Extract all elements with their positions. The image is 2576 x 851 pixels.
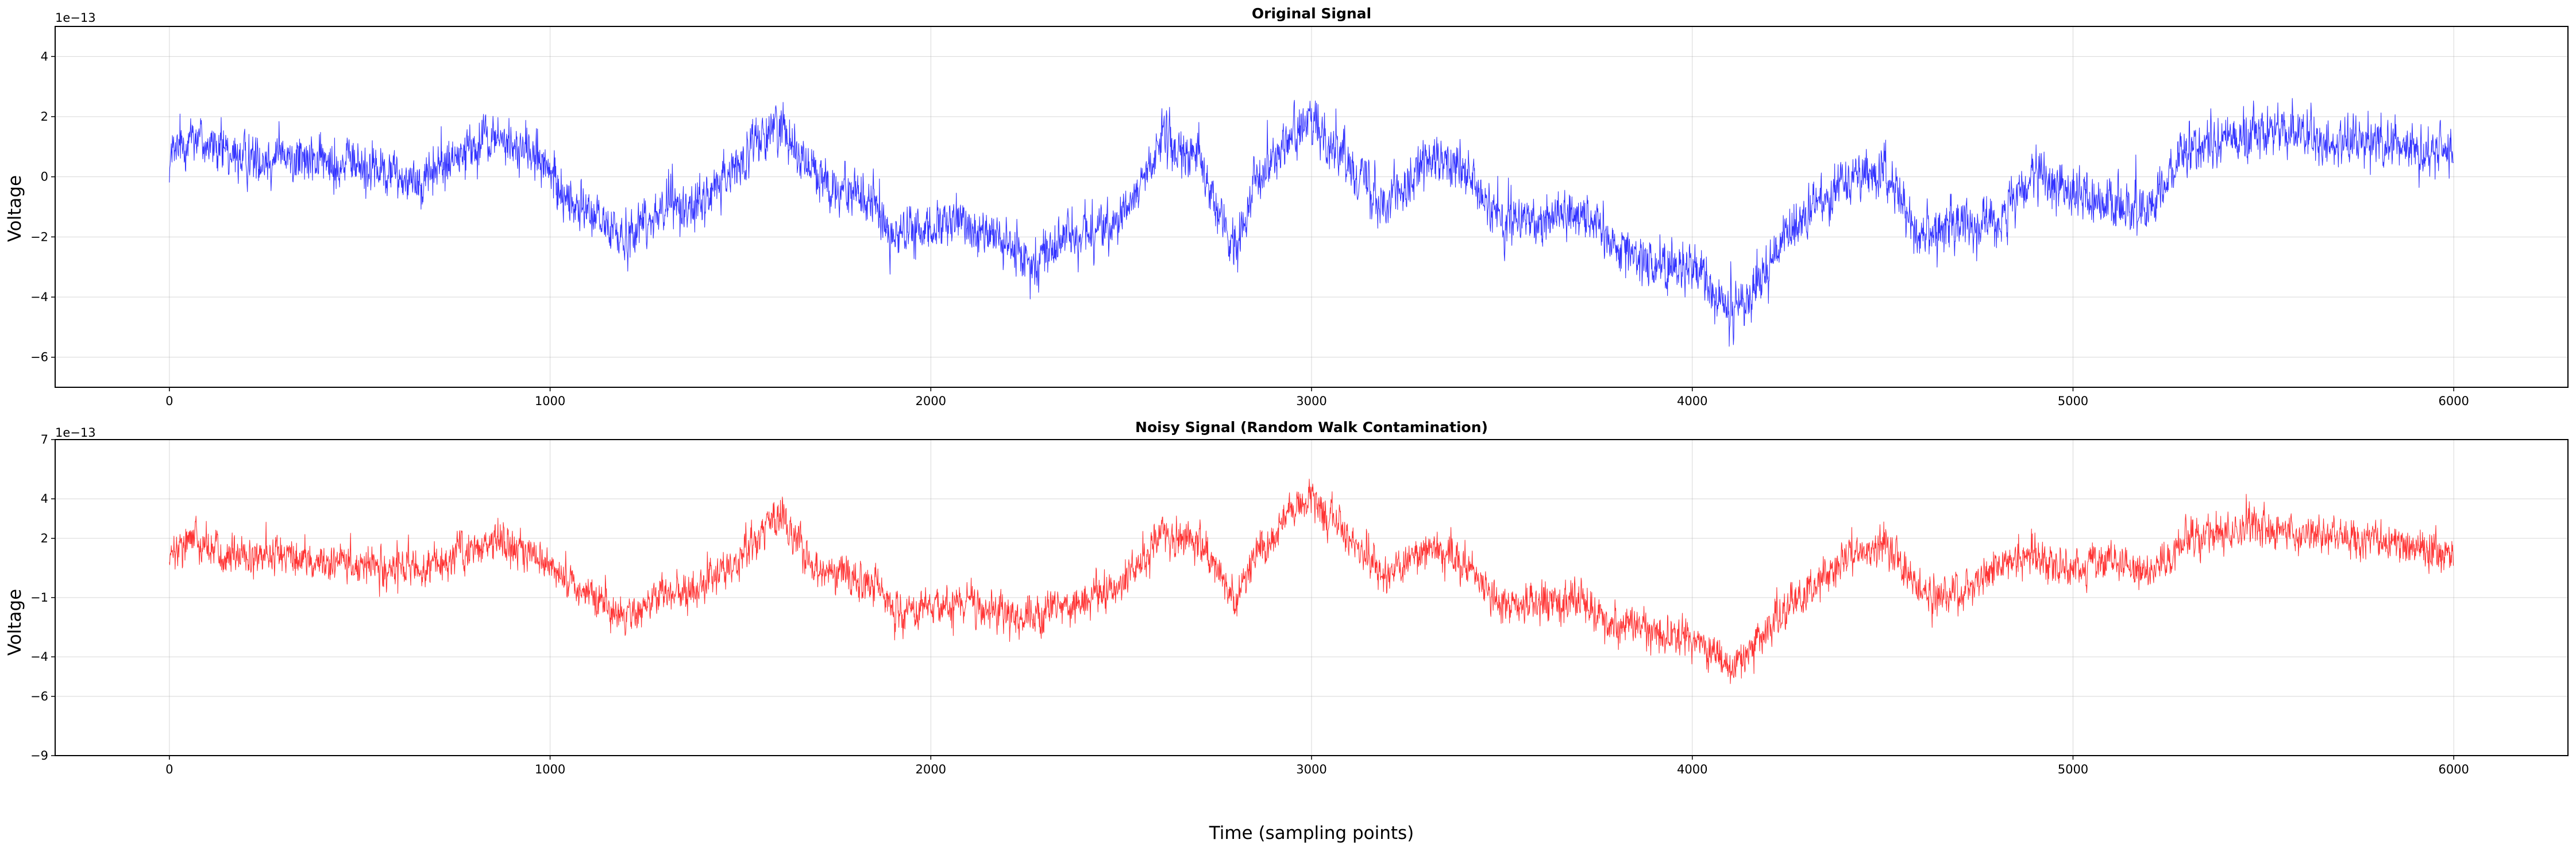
x-tick-label: 2000 [916, 763, 946, 776]
x-axis-label: Time (sampling points) [1209, 823, 1414, 844]
y-tick-label: −2 [30, 230, 48, 244]
y-scale-label: 1e−13 [55, 11, 96, 25]
chart-title: Noisy Signal (Random Walk Contamination) [1135, 419, 1488, 436]
series-lines [169, 98, 2454, 347]
y-scale-label: 1e−13 [55, 426, 96, 440]
x-tick-label: 6000 [2438, 394, 2469, 408]
x-tick-label: 1000 [535, 394, 565, 408]
y-tick-label: −6 [30, 690, 48, 703]
y-axis-label: Voltage [5, 589, 25, 656]
signal-series-line [169, 98, 2454, 347]
y-tick-label: −9 [30, 749, 48, 763]
series-lines [169, 479, 2454, 684]
chart-title: Original Signal [1252, 5, 1371, 22]
plot-frame [55, 439, 2569, 756]
x-tick-label: 6000 [2438, 763, 2469, 776]
original-signal-panel: Original Signal 1e−13 Voltage 0 1000 2000 3… [5, 5, 2569, 408]
y-tick-label: −6 [30, 351, 48, 364]
x-tick-label: 4000 [1677, 763, 1707, 776]
y-tick-label: −4 [30, 290, 48, 304]
x-tick-label: 4000 [1677, 394, 1707, 408]
signal-series-line [169, 479, 2454, 684]
plot-frame [55, 26, 2569, 388]
y-tick-label: −4 [30, 650, 48, 664]
y-tick-label: 0 [41, 170, 48, 184]
x-tick-label: 3000 [1296, 394, 1326, 408]
y-tick-label: −1 [30, 591, 48, 604]
x-tick-label: 3000 [1296, 763, 1326, 776]
y-tick-label: 4 [41, 49, 48, 63]
x-tick-label: 2000 [916, 394, 946, 408]
noisy-signal-panel: Noisy Signal (Random Walk Contamination)… [5, 419, 2569, 844]
axis-ticks: 0 1000 2000 3000 4000 5000 6000 4 2 0 −2 −4 −6 [30, 49, 2469, 408]
x-tick-label: 0 [165, 394, 173, 408]
x-tick-label: 5000 [2058, 394, 2088, 408]
grid [55, 26, 2568, 387]
y-tick-label: 2 [41, 532, 48, 545]
y-tick-label: 2 [41, 110, 48, 124]
y-axis-label: Voltage [5, 175, 25, 242]
x-tick-label: 5000 [2058, 763, 2088, 776]
y-tick-label: 4 [41, 492, 48, 506]
axis-ticks: 0 1000 2000 3000 4000 5000 6000 7 4 2 −1 −4 −6 −9 [30, 433, 2469, 776]
y-tick-label: 7 [41, 433, 48, 446]
x-tick-label: 1000 [535, 763, 565, 776]
x-tick-label: 0 [165, 763, 173, 776]
